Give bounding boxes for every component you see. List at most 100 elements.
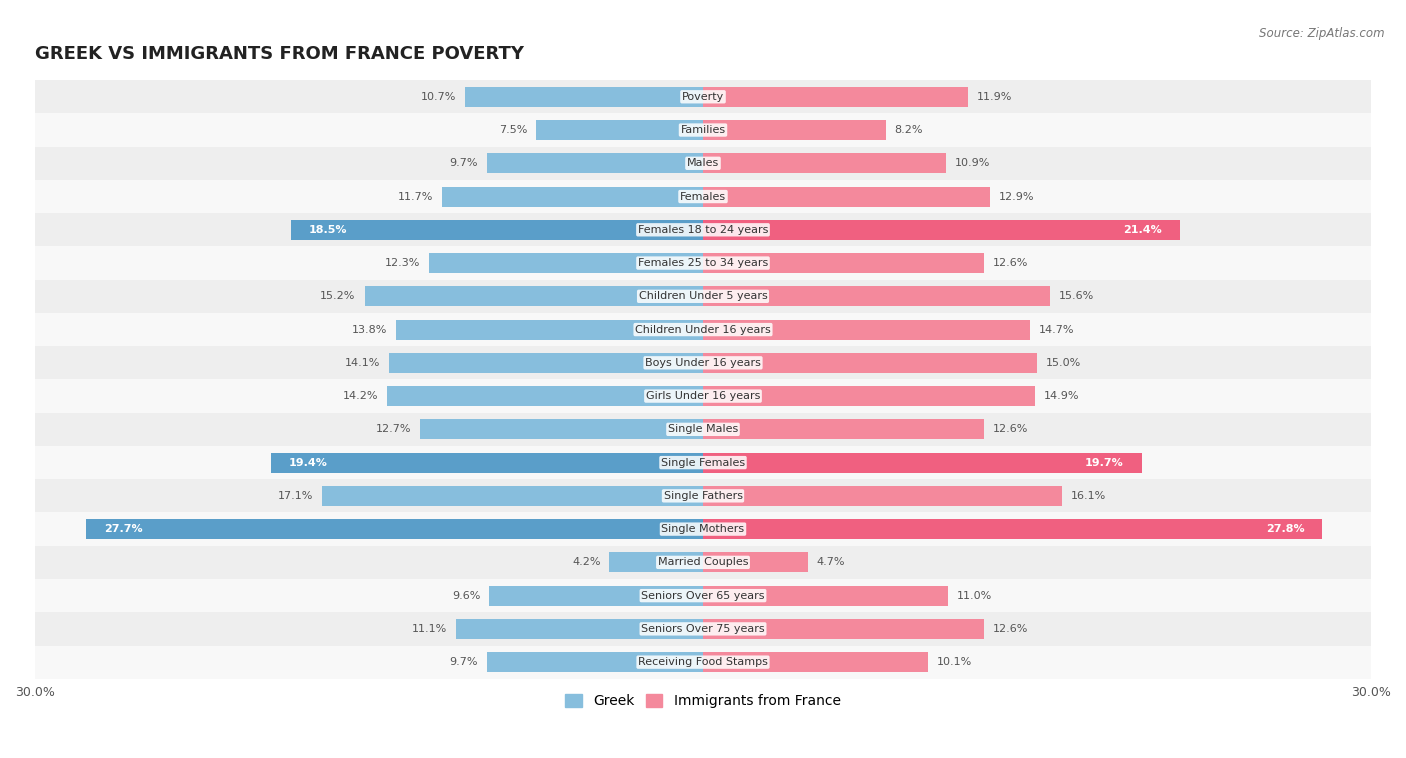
Text: 11.1%: 11.1% <box>412 624 447 634</box>
Bar <box>35 280 1371 313</box>
Bar <box>703 353 1038 373</box>
Bar <box>291 220 703 240</box>
Text: 27.8%: 27.8% <box>1265 524 1305 534</box>
Text: Females 18 to 24 years: Females 18 to 24 years <box>638 225 768 235</box>
Text: Single Mothers: Single Mothers <box>661 524 745 534</box>
Text: 17.1%: 17.1% <box>278 491 314 501</box>
Text: Males: Males <box>688 158 718 168</box>
Bar <box>364 287 703 306</box>
Bar <box>35 114 1371 146</box>
Text: 12.9%: 12.9% <box>1000 192 1035 202</box>
Bar <box>35 180 1371 213</box>
Text: 10.7%: 10.7% <box>420 92 456 102</box>
Bar <box>35 346 1371 380</box>
Text: 12.6%: 12.6% <box>993 258 1028 268</box>
Text: 10.1%: 10.1% <box>936 657 972 667</box>
Bar <box>703 120 886 140</box>
Bar <box>395 320 703 340</box>
Bar <box>35 380 1371 412</box>
Bar <box>420 419 703 440</box>
Text: 11.0%: 11.0% <box>957 590 993 600</box>
Text: 11.7%: 11.7% <box>398 192 433 202</box>
Text: 8.2%: 8.2% <box>894 125 922 135</box>
Bar <box>35 646 1371 678</box>
Text: 7.5%: 7.5% <box>499 125 527 135</box>
Bar <box>609 553 703 572</box>
Text: 15.6%: 15.6% <box>1059 291 1094 302</box>
Bar <box>703 220 1180 240</box>
Text: Females: Females <box>681 192 725 202</box>
Bar <box>389 353 703 373</box>
Text: Seniors Over 65 years: Seniors Over 65 years <box>641 590 765 600</box>
Bar <box>465 87 703 107</box>
Bar <box>35 313 1371 346</box>
Text: Females 25 to 34 years: Females 25 to 34 years <box>638 258 768 268</box>
Bar <box>703 320 1031 340</box>
Text: Girls Under 16 years: Girls Under 16 years <box>645 391 761 401</box>
Bar <box>486 652 703 672</box>
Bar <box>703 453 1142 472</box>
Text: 19.4%: 19.4% <box>288 458 328 468</box>
Bar <box>703 186 990 206</box>
Bar <box>35 246 1371 280</box>
Text: Boys Under 16 years: Boys Under 16 years <box>645 358 761 368</box>
Text: Married Couples: Married Couples <box>658 557 748 568</box>
Bar <box>703 619 984 639</box>
Text: 13.8%: 13.8% <box>352 324 387 334</box>
Bar <box>536 120 703 140</box>
Text: 15.0%: 15.0% <box>1046 358 1081 368</box>
Bar <box>703 419 984 440</box>
Text: Families: Families <box>681 125 725 135</box>
Bar <box>35 512 1371 546</box>
Bar <box>443 186 703 206</box>
Text: 12.6%: 12.6% <box>993 624 1028 634</box>
Text: 4.7%: 4.7% <box>817 557 845 568</box>
Text: 9.6%: 9.6% <box>451 590 481 600</box>
Bar <box>703 652 928 672</box>
Text: Seniors Over 75 years: Seniors Over 75 years <box>641 624 765 634</box>
Text: Children Under 16 years: Children Under 16 years <box>636 324 770 334</box>
Text: Receiving Food Stamps: Receiving Food Stamps <box>638 657 768 667</box>
Bar <box>35 80 1371 114</box>
Bar <box>35 146 1371 180</box>
Bar <box>35 213 1371 246</box>
Text: 14.9%: 14.9% <box>1043 391 1080 401</box>
Text: 12.3%: 12.3% <box>385 258 420 268</box>
Bar <box>703 253 984 273</box>
Bar <box>429 253 703 273</box>
Bar <box>703 553 807 572</box>
Text: 18.5%: 18.5% <box>309 225 347 235</box>
Text: 27.7%: 27.7% <box>104 524 142 534</box>
Bar <box>703 287 1050 306</box>
Text: 21.4%: 21.4% <box>1123 225 1161 235</box>
Bar <box>35 412 1371 446</box>
Bar <box>35 546 1371 579</box>
Bar <box>322 486 703 506</box>
Text: 11.9%: 11.9% <box>977 92 1012 102</box>
Text: 14.7%: 14.7% <box>1039 324 1074 334</box>
Text: Children Under 5 years: Children Under 5 years <box>638 291 768 302</box>
Bar <box>703 153 946 174</box>
Text: 12.7%: 12.7% <box>375 424 412 434</box>
Text: 19.7%: 19.7% <box>1085 458 1123 468</box>
Bar <box>703 87 967 107</box>
Text: Source: ZipAtlas.com: Source: ZipAtlas.com <box>1260 27 1385 39</box>
Bar <box>271 453 703 472</box>
Text: Poverty: Poverty <box>682 92 724 102</box>
Text: GREEK VS IMMIGRANTS FROM FRANCE POVERTY: GREEK VS IMMIGRANTS FROM FRANCE POVERTY <box>35 45 524 64</box>
Text: 4.2%: 4.2% <box>572 557 600 568</box>
Bar <box>703 586 948 606</box>
Text: 16.1%: 16.1% <box>1070 491 1105 501</box>
Text: 15.2%: 15.2% <box>321 291 356 302</box>
Bar <box>703 486 1062 506</box>
Bar <box>703 386 1035 406</box>
Legend: Greek, Immigrants from France: Greek, Immigrants from France <box>560 688 846 714</box>
Text: 9.7%: 9.7% <box>450 657 478 667</box>
Bar <box>703 519 1322 539</box>
Bar <box>486 153 703 174</box>
Text: Single Males: Single Males <box>668 424 738 434</box>
Bar <box>35 612 1371 646</box>
Bar <box>35 479 1371 512</box>
Bar <box>86 519 703 539</box>
Text: 14.2%: 14.2% <box>343 391 378 401</box>
